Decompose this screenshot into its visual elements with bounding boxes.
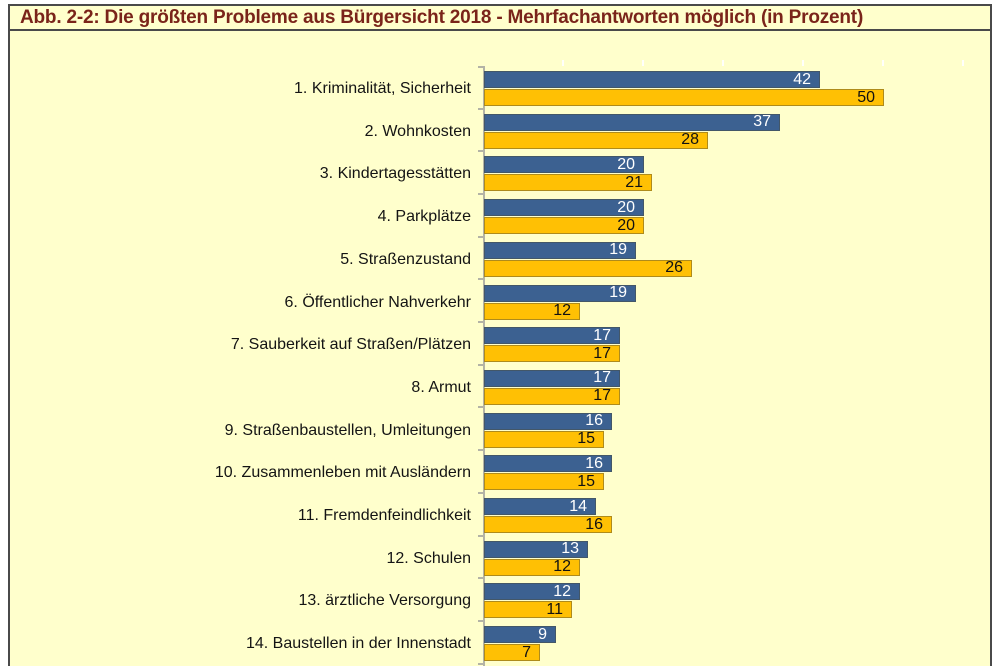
bar-value-label: 17 [593, 387, 611, 405]
category-label: 5. Straßenzustand [340, 250, 471, 268]
value-axis-tick [642, 60, 644, 66]
bar-value-label: 9 [538, 625, 547, 643]
bar-value-label: 37 [753, 113, 771, 131]
bar-value-label: 20 [617, 198, 635, 216]
category-tick [478, 449, 485, 452]
bar-value-label: 11 [546, 600, 563, 618]
category-tick [478, 235, 485, 238]
bar-blue: 19 [484, 241, 636, 259]
category-tick [478, 491, 485, 494]
chart-title: Abb. 2-2: Die größten Probleme aus Bürge… [20, 6, 864, 28]
bar-blue: 37 [484, 113, 780, 131]
bar-orange: 12 [484, 558, 580, 576]
category-tick [478, 662, 485, 665]
category-label: 3. Kindertagesstätten [319, 165, 471, 183]
value-axis-tick [722, 60, 724, 66]
category-label: 11. Fremdenfeindlichkeit [297, 507, 471, 524]
bar-value-label: 20 [617, 216, 635, 234]
category-label: 8. Armut [411, 378, 471, 396]
category-label: 12. Schulen [386, 549, 471, 567]
bar-blue: 20 [484, 155, 644, 174]
bar-blue: 12 [484, 582, 580, 601]
value-axis-tick [882, 60, 884, 66]
category-label: 1. Kriminalität, Sicherheit [294, 80, 471, 97]
category-tick [478, 534, 485, 537]
bar-orange: 15 [484, 430, 604, 448]
bar-value-label: 28 [681, 131, 699, 149]
bar-blue: 14 [484, 498, 596, 515]
bar-value-label: 17 [593, 326, 611, 344]
bar-orange: 50 [484, 89, 884, 106]
chart-title-box: Abb. 2-2: Die größten Probleme aus Bürge… [10, 6, 990, 31]
category-label: 10. Zusammenleben mit Ausländern [214, 464, 471, 482]
bar-orange: 15 [484, 472, 604, 491]
chart-frame: Abb. 2-2: Die größten Probleme aus Bürge… [8, 4, 992, 666]
category-label: 7. Sauberkeit auf Straßen/Plätzen [230, 336, 471, 354]
bar-orange: 16 [484, 516, 612, 533]
bar-value-label: 19 [609, 241, 627, 259]
bar-value-label: 16 [585, 454, 603, 472]
category-label: 9. Straßenbaustellen, Umleitungen [224, 421, 471, 439]
category-tick [478, 107, 485, 110]
bar-blue: 13 [484, 540, 588, 558]
category-tick [478, 66, 485, 68]
bar-value-label: 13 [561, 540, 579, 558]
bar-blue: 9 [484, 625, 556, 644]
category-label: 14. Baustellen in der Innenstadt [245, 635, 471, 653]
bar-orange: 17 [484, 387, 620, 405]
bar-value-label: 15 [577, 472, 595, 490]
bar-value-label: 12 [553, 302, 571, 319]
bar-orange: 20 [484, 216, 644, 235]
bar-blue: 42 [484, 71, 820, 88]
category-label: 13. ärztliche Versorgung [298, 592, 471, 610]
bar-value-label: 19 [609, 284, 627, 301]
bar-value-label: 16 [585, 412, 603, 430]
bar-value-label: 20 [617, 155, 635, 173]
category-label: 2. Wohnkosten [364, 122, 471, 140]
bar-value-label: 16 [585, 515, 603, 533]
bar-value-label: 12 [553, 582, 571, 600]
bar-orange: 7 [484, 643, 540, 662]
bar-value-label: 42 [793, 70, 811, 88]
bar-blue: 16 [484, 454, 612, 473]
category-tick [478, 278, 485, 281]
bar-value-label: 12 [553, 558, 571, 576]
bar-value-label: 21 [625, 173, 643, 191]
category-tick [478, 192, 485, 195]
bar-value-label: 14 [569, 497, 587, 515]
bar-blue: 20 [484, 198, 644, 217]
category-label: 6. Öffentlicher Nahverkehr [284, 293, 471, 311]
category-tick [478, 406, 485, 409]
category-tick [478, 363, 485, 366]
bar-orange: 21 [484, 173, 652, 192]
bar-value-label: 17 [593, 369, 611, 387]
value-axis-tick [802, 60, 804, 66]
category-tick [478, 150, 485, 153]
bar-orange: 28 [484, 131, 708, 149]
value-axis-tick [562, 60, 564, 66]
bar-blue: 19 [484, 284, 636, 302]
bar-orange: 17 [484, 344, 620, 363]
bar-blue: 17 [484, 326, 620, 345]
category-tick [478, 321, 485, 323]
category-tick [478, 577, 485, 580]
plot-area: 1. Kriminalität, Sicherheit 42 50 2. Wohnko… [10, 31, 990, 666]
bar-blue: 17 [484, 369, 620, 387]
bar-blue: 16 [484, 412, 612, 430]
bar-value-label: 50 [857, 88, 875, 106]
bar-value-label: 26 [665, 259, 683, 277]
category-axis-line [483, 66, 485, 666]
value-axis-tick [962, 60, 964, 66]
bar-value-label: 7 [522, 643, 531, 661]
category-label: 4. Parkplätze [377, 208, 471, 226]
category-tick [478, 619, 485, 622]
bar-orange: 11 [484, 600, 572, 619]
bar-value-label: 17 [593, 344, 611, 362]
bar-value-label: 15 [577, 430, 595, 448]
bar-orange: 26 [484, 259, 692, 277]
bar-orange: 12 [484, 302, 580, 320]
